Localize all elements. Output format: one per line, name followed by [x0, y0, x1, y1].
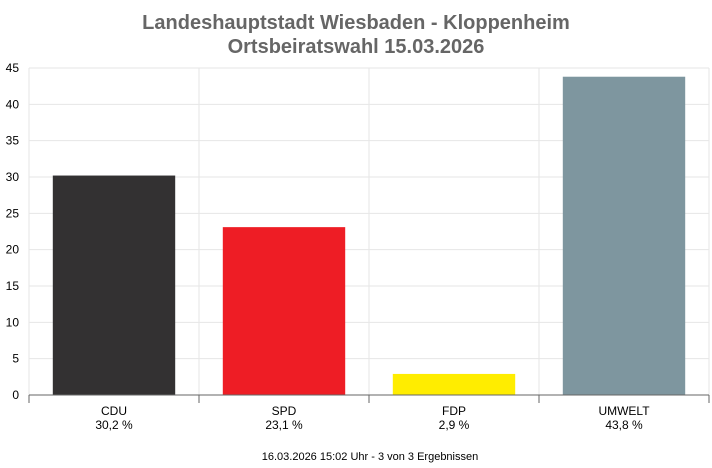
category-label: UMWELT [598, 404, 650, 418]
y-tick-label: 45 [6, 61, 20, 75]
y-axis-ticks: 0 5 10 15 20 25 30 35 40 45 [6, 61, 20, 402]
bar-fdp [392, 373, 516, 395]
category-label: FDP [442, 404, 466, 418]
value-label: 2,9 % [439, 418, 470, 432]
bar-cdu [52, 175, 176, 395]
y-tick-label: 40 [6, 97, 20, 111]
category-label: CDU [101, 404, 127, 418]
y-tick-label: 30 [6, 170, 20, 184]
bar-umwelt [562, 76, 686, 395]
chart-subtitle: Ortsbeiratswahl 15.03.2026 [228, 36, 485, 58]
bar-spd [222, 227, 346, 395]
bars [52, 76, 686, 395]
y-tick-label: 20 [6, 243, 20, 257]
y-tick-label: 0 [12, 388, 19, 402]
footer-status: 16.03.2026 15:02 Uhr - 3 von 3 Ergebniss… [262, 451, 478, 463]
y-tick-label: 5 [12, 352, 19, 366]
y-tick-label: 35 [6, 134, 20, 148]
y-tick-label: 10 [6, 315, 20, 329]
chart-title: Landeshauptstadt Wiesbaden - Kloppenheim [142, 12, 570, 34]
value-label: 30,2 % [95, 418, 133, 432]
value-label: 43,8 % [605, 418, 643, 432]
value-label: 23,1 % [265, 418, 303, 432]
y-tick-label: 25 [6, 206, 20, 220]
y-tick-label: 15 [6, 279, 20, 293]
category-label: SPD [272, 404, 297, 418]
